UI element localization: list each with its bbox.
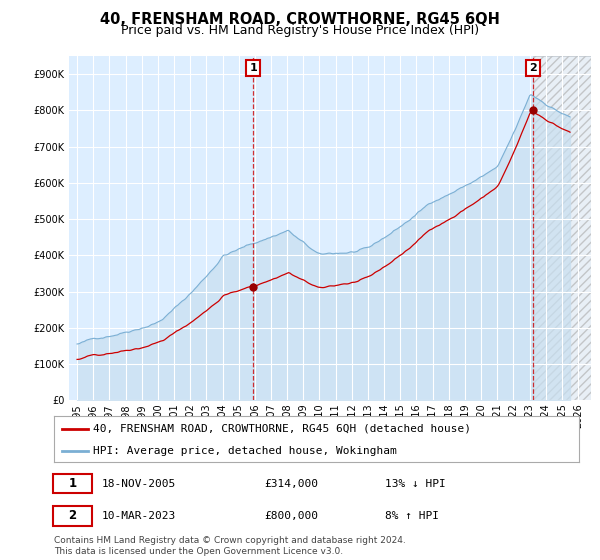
Text: £800,000: £800,000 [264, 511, 318, 521]
Text: £314,000: £314,000 [264, 479, 318, 489]
Bar [533, 56, 591, 400]
Text: 1: 1 [250, 63, 257, 73]
FancyBboxPatch shape [53, 474, 92, 493]
Text: 8% ↑ HPI: 8% ↑ HPI [385, 511, 439, 521]
Text: HPI: Average price, detached house, Wokingham: HPI: Average price, detached house, Woki… [94, 446, 397, 455]
Text: Price paid vs. HM Land Registry's House Price Index (HPI): Price paid vs. HM Land Registry's House … [121, 24, 479, 36]
Text: 2: 2 [529, 63, 536, 73]
Text: 1: 1 [68, 477, 76, 490]
Text: 13% ↓ HPI: 13% ↓ HPI [385, 479, 445, 489]
Text: 40, FRENSHAM ROAD, CROWTHORNE, RG45 6QH: 40, FRENSHAM ROAD, CROWTHORNE, RG45 6QH [100, 12, 500, 27]
FancyBboxPatch shape [53, 506, 92, 525]
Text: Contains HM Land Registry data © Crown copyright and database right 2024.
This d: Contains HM Land Registry data © Crown c… [54, 536, 406, 556]
Text: 10-MAR-2023: 10-MAR-2023 [101, 511, 176, 521]
Text: 18-NOV-2005: 18-NOV-2005 [101, 479, 176, 489]
Bar [533, 56, 591, 400]
Text: 2: 2 [68, 510, 76, 522]
Text: 40, FRENSHAM ROAD, CROWTHORNE, RG45 6QH (detached house): 40, FRENSHAM ROAD, CROWTHORNE, RG45 6QH … [94, 424, 472, 434]
